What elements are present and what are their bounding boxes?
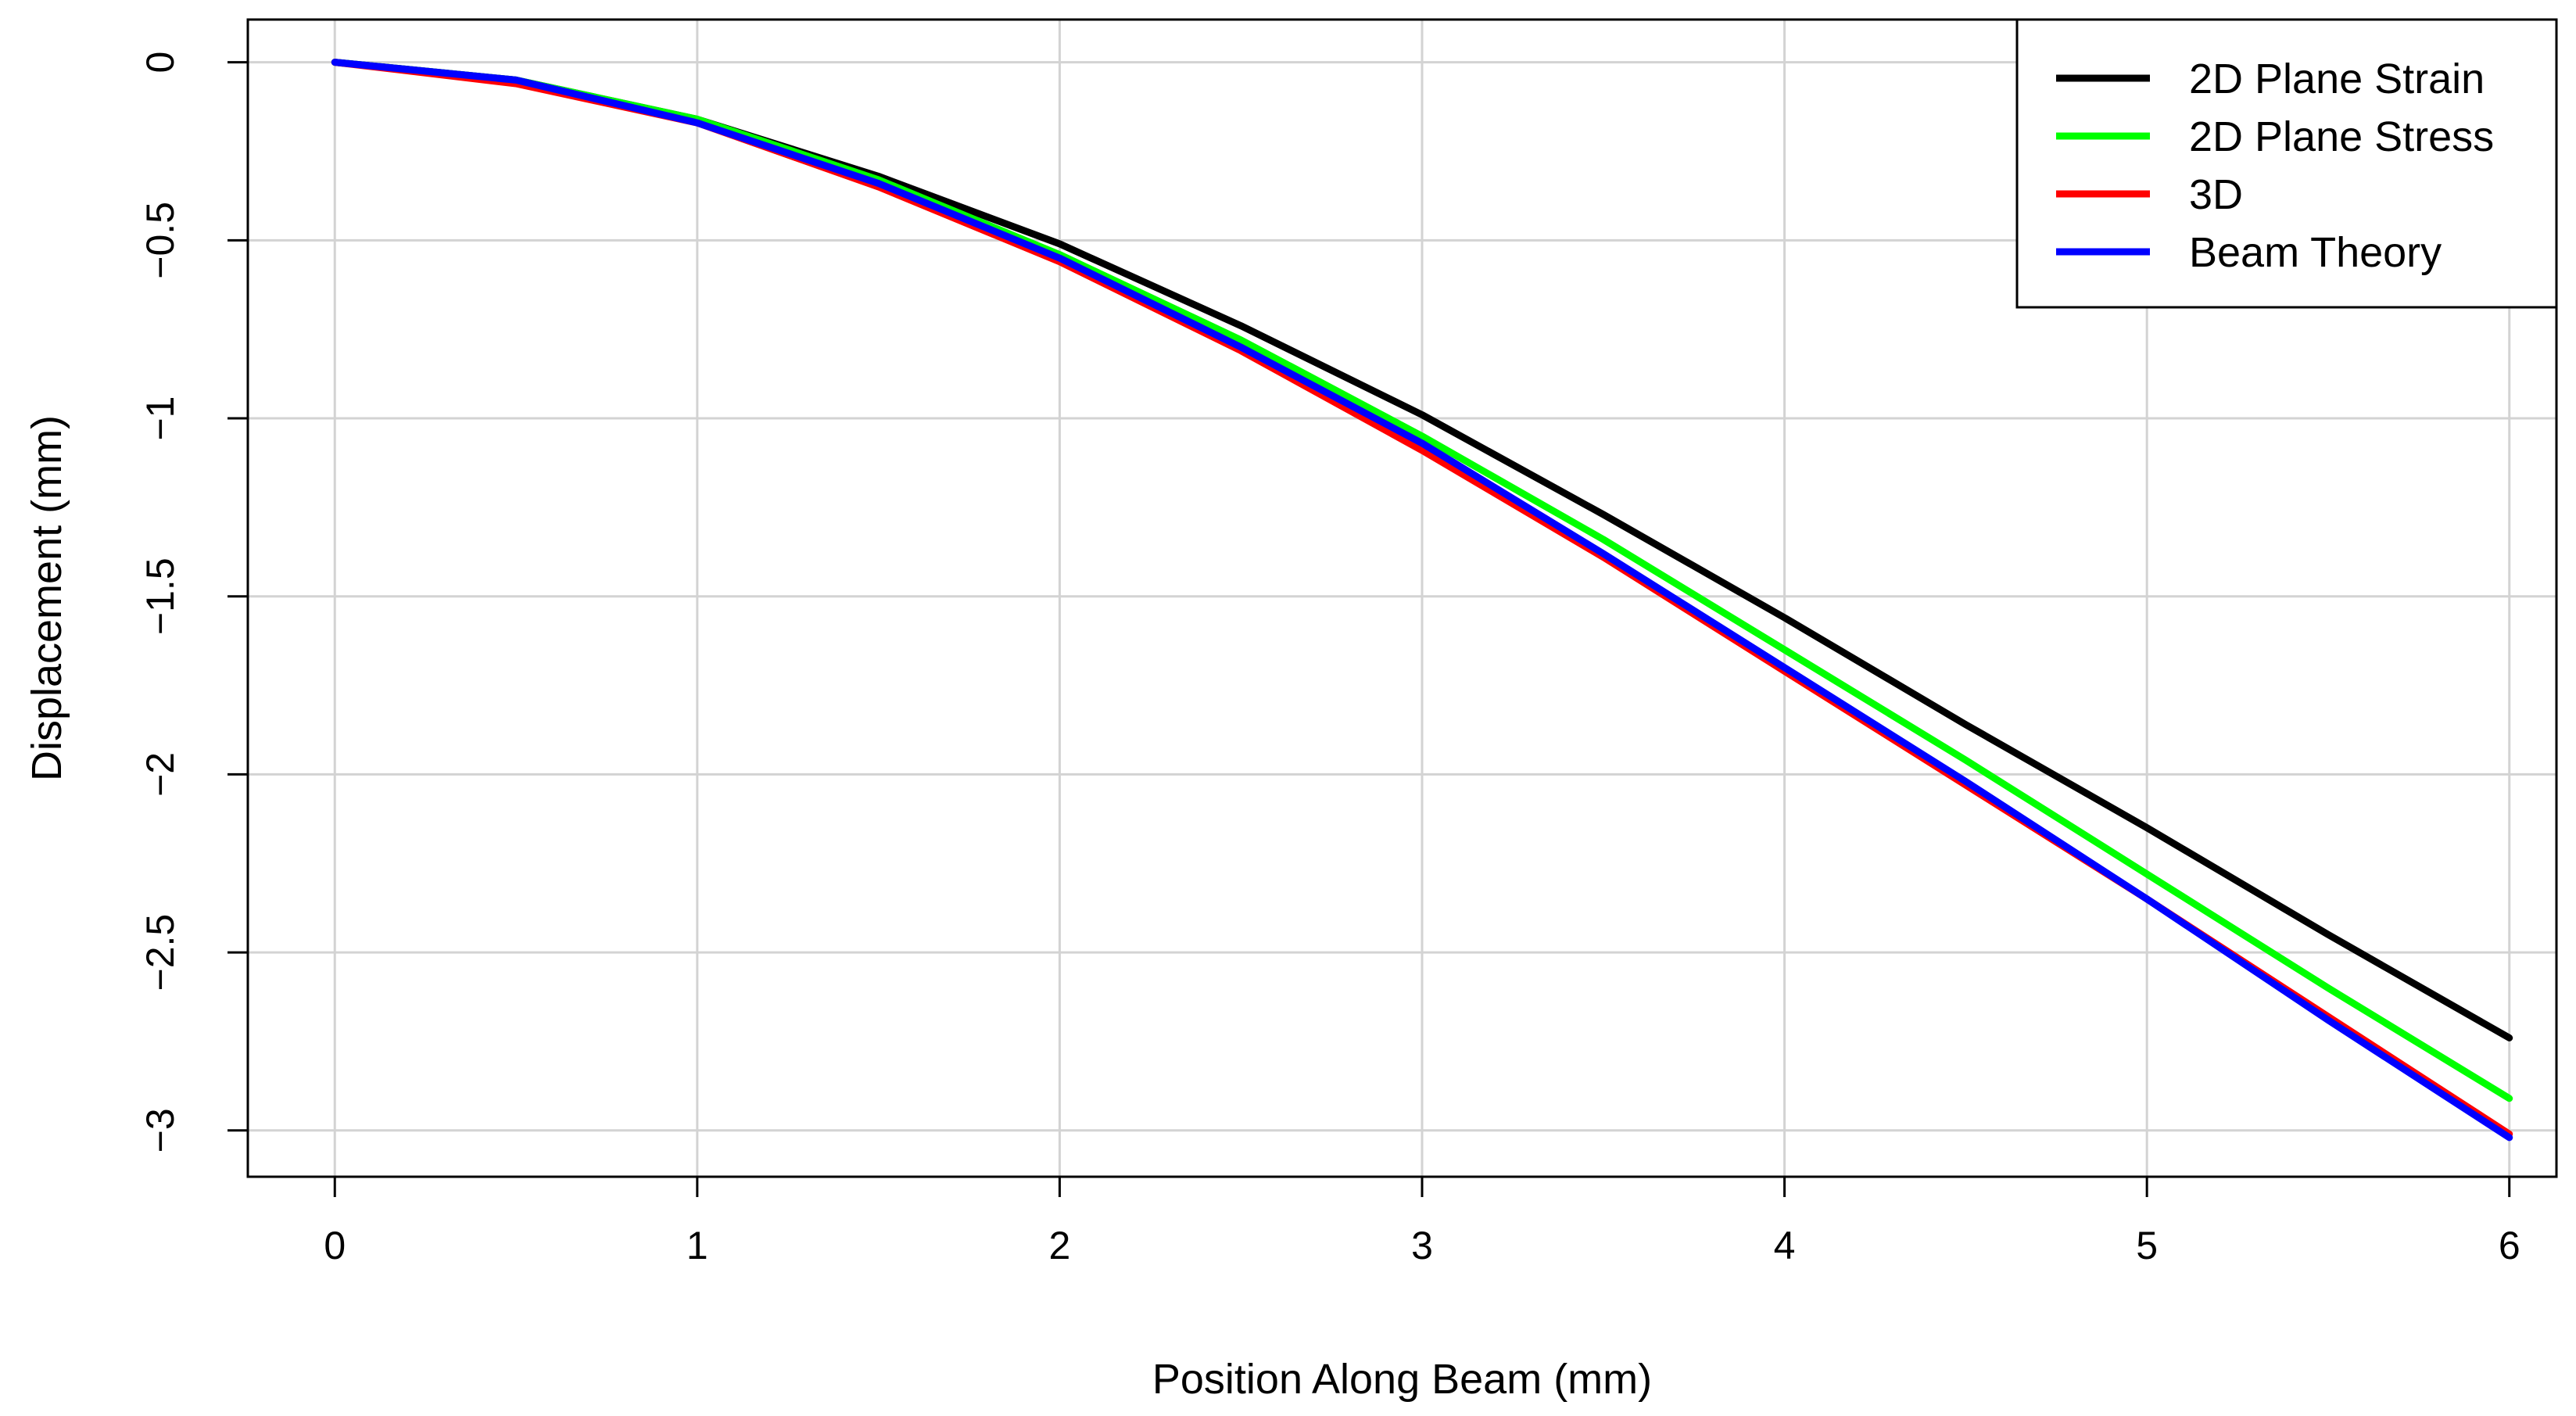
grid-lines xyxy=(248,20,2556,1177)
y-tick-label: −1.5 xyxy=(138,557,182,635)
y-axis: 0 −0.5 −1 −1.5 −2 −2.5 −3 xyxy=(138,52,249,1153)
x-axis-title: Position Along Beam (mm) xyxy=(1152,1356,1652,1403)
y-tick-label: −2 xyxy=(138,752,182,797)
legend-label: 3D xyxy=(2189,171,2243,218)
legend-box xyxy=(2015,18,2558,309)
x-tick-label: 0 xyxy=(324,1224,346,1267)
y-tick-label: −3 xyxy=(138,1108,182,1153)
y-tick-label: 0 xyxy=(138,52,182,73)
series-lines xyxy=(331,59,2513,1142)
legend-label: Beam Theory xyxy=(2189,229,2442,276)
legend: 2D Plane Strain 2D Plane Stress 3D Beam The… xyxy=(2015,18,2558,309)
x-tick-label: 1 xyxy=(686,1224,708,1267)
y-tick-label: −0.5 xyxy=(138,202,182,279)
legend-label: 2D Plane Stress xyxy=(2189,113,2494,160)
x-tick-label: 6 xyxy=(2499,1224,2520,1267)
y-tick-label: −2.5 xyxy=(138,914,182,991)
x-tick-label: 4 xyxy=(1774,1224,1796,1267)
y-tick-label: −1 xyxy=(138,396,182,441)
x-axis: 0 1 2 3 4 5 6 xyxy=(324,1175,2520,1267)
series-line-3 xyxy=(331,59,2513,1142)
x-tick-label: 5 xyxy=(2136,1224,2158,1267)
x-tick-label: 2 xyxy=(1049,1224,1071,1267)
y-axis-title: Displacement (mm) xyxy=(23,415,70,781)
legend-label: 2D Plane Strain xyxy=(2189,56,2485,102)
x-tick-label: 3 xyxy=(1411,1224,1433,1267)
